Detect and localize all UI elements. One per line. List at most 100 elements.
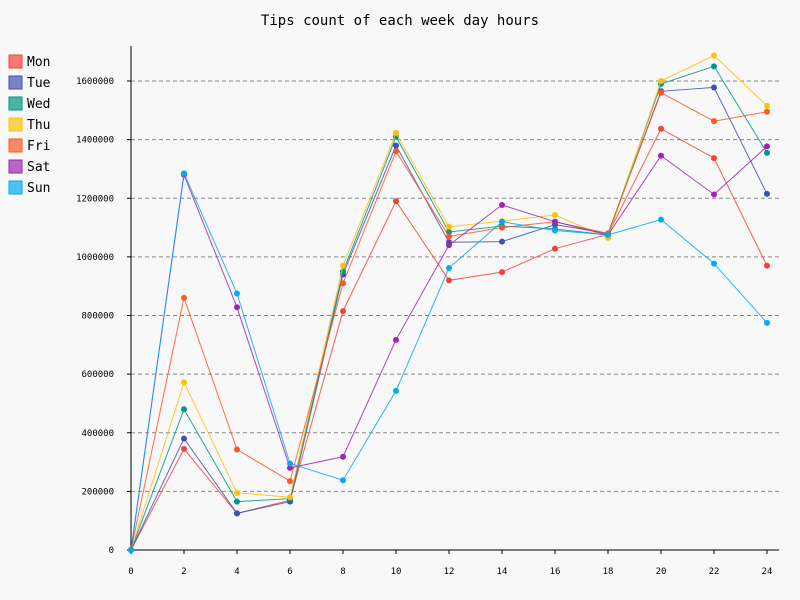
data-point-mon [711, 155, 717, 162]
data-point-sat [446, 242, 452, 249]
series-sat [128, 143, 770, 553]
x-tick-label: 16 [550, 567, 561, 577]
legend-swatch [8, 96, 23, 111]
data-point-mon [393, 198, 399, 205]
data-point-sun [393, 387, 399, 394]
data-point-sun [552, 227, 558, 234]
x-tick-label: 8 [340, 567, 345, 577]
x-tick-label: 4 [234, 567, 239, 577]
data-point-thu [393, 129, 399, 136]
legend-label: Fri [27, 139, 50, 154]
data-point-sun [287, 460, 293, 467]
data-point-mon [181, 445, 187, 452]
y-tick-label: 800000 [81, 312, 114, 322]
y-tick-label: 600000 [81, 370, 114, 380]
data-point-fri [711, 118, 717, 125]
data-point-wed [764, 149, 770, 156]
data-point-mon [499, 269, 505, 276]
legend-swatch [8, 159, 23, 174]
y-tick-label: 0 [109, 546, 114, 556]
data-point-sun [764, 319, 770, 326]
data-point-thu [446, 223, 452, 230]
x-tick-label: 22 [709, 567, 720, 577]
legend-item-sat[interactable]: Sat [8, 159, 50, 175]
data-point-mon [340, 308, 346, 315]
y-tick-label: 1000000 [76, 253, 114, 263]
data-point-sun [234, 290, 240, 297]
data-point-mon [658, 125, 664, 132]
series [128, 52, 770, 553]
data-point-thu [340, 262, 346, 269]
data-point-fri [764, 108, 770, 115]
legend-swatch [8, 54, 23, 69]
data-point-thu [764, 102, 770, 109]
data-point-tue [234, 510, 240, 517]
data-point-mon [552, 245, 558, 252]
legend-item-fri[interactable]: Fri [8, 138, 50, 154]
legend-item-wed[interactable]: Wed [8, 96, 50, 112]
x-tick-label: 0 [128, 567, 133, 577]
data-point-sat [393, 336, 399, 343]
data-point-tue [499, 238, 505, 245]
y-tick-label: 400000 [81, 429, 114, 439]
x-tick-label: 14 [497, 567, 508, 577]
legend-swatch [8, 75, 23, 90]
data-point-sat [499, 201, 505, 208]
data-point-tue [393, 142, 399, 149]
y-tick-label: 1600000 [76, 77, 114, 87]
data-point-tue [711, 84, 717, 91]
x-tick-label: 2 [181, 567, 186, 577]
legend-label: Mon [27, 55, 50, 70]
legend-item-mon[interactable]: Mon [8, 54, 50, 70]
legend-swatch [8, 138, 23, 153]
legend-label: Sun [27, 181, 50, 196]
legend-label: Tue [27, 76, 51, 91]
data-point-fri [234, 446, 240, 453]
data-point-sun [446, 265, 452, 272]
data-point-sat [711, 191, 717, 198]
data-point-sun [499, 218, 505, 225]
data-point-fri [181, 294, 187, 301]
data-point-thu [552, 211, 558, 218]
legend-item-tue[interactable]: Tue [8, 75, 51, 91]
series-sun [128, 170, 770, 553]
legend-swatch [8, 180, 23, 195]
x-tick-label: 18 [603, 567, 614, 577]
y-tick-label: 1400000 [76, 136, 114, 146]
data-point-sat [764, 143, 770, 150]
legend-label: Sat [27, 160, 50, 175]
data-point-sat [340, 453, 346, 460]
data-point-fri [287, 478, 293, 485]
data-point-fri [393, 148, 399, 155]
data-point-mon [764, 262, 770, 269]
data-point-thu [711, 52, 717, 59]
data-point-sat [287, 464, 293, 471]
data-point-fri [658, 89, 664, 96]
axes [130, 46, 779, 551]
data-point-fri [446, 233, 452, 240]
chart-title: Tips count of each week day hours [261, 13, 539, 29]
x-tick-label: 12 [444, 567, 455, 577]
x-tick-label: 10 [391, 567, 402, 577]
data-point-wed [181, 406, 187, 413]
x-tick-label: 20 [656, 567, 667, 577]
legend-label: Thu [27, 118, 50, 133]
data-point-fri [499, 224, 505, 231]
data-point-thu [181, 379, 187, 386]
data-point-sun [181, 170, 187, 177]
data-point-sat [552, 218, 558, 225]
data-point-thu [658, 78, 664, 84]
data-point-fri [340, 280, 346, 287]
legend-swatch [8, 117, 23, 132]
data-point-wed [711, 63, 717, 70]
legend-label: Wed [27, 97, 50, 112]
data-point-sat [658, 152, 664, 159]
legend-item-thu[interactable]: Thu [8, 117, 50, 133]
data-point-tue [764, 190, 770, 197]
y-tick-label: 1200000 [76, 194, 114, 204]
legend-item-sun[interactable]: Sun [8, 180, 50, 196]
tick-labels: 0 200000 400000 600000 800000 1000000 1200000 1… [76, 77, 772, 577]
data-point-thu [234, 489, 240, 496]
